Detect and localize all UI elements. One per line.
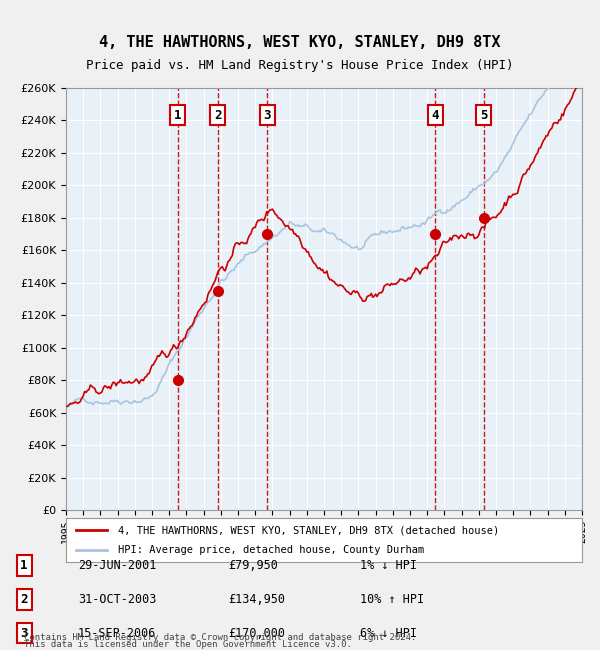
Text: 4, THE HAWTHORNS, WEST KYO, STANLEY, DH9 8TX (detached house): 4, THE HAWTHORNS, WEST KYO, STANLEY, DH9… (118, 525, 499, 536)
Text: 4, THE HAWTHORNS, WEST KYO, STANLEY, DH9 8TX: 4, THE HAWTHORNS, WEST KYO, STANLEY, DH9… (99, 34, 501, 50)
Text: £79,950: £79,950 (228, 559, 278, 572)
Text: Price paid vs. HM Land Registry's House Price Index (HPI): Price paid vs. HM Land Registry's House … (86, 58, 514, 72)
Text: 4: 4 (432, 109, 439, 122)
Text: 5: 5 (480, 109, 487, 122)
Text: 3: 3 (20, 627, 28, 640)
Text: £134,950: £134,950 (228, 593, 285, 606)
Text: Contains HM Land Registry data © Crown copyright and database right 2024.: Contains HM Land Registry data © Crown c… (24, 633, 416, 642)
Text: 3: 3 (263, 109, 271, 122)
Text: 6% ↓ HPI: 6% ↓ HPI (360, 627, 417, 640)
Text: £170,000: £170,000 (228, 627, 285, 640)
Text: 1: 1 (20, 559, 28, 572)
Text: 1% ↓ HPI: 1% ↓ HPI (360, 559, 417, 572)
Text: 2: 2 (214, 109, 221, 122)
Text: 2: 2 (20, 593, 28, 606)
Text: This data is licensed under the Open Government Licence v3.0.: This data is licensed under the Open Gov… (24, 640, 352, 649)
Text: 15-SEP-2006: 15-SEP-2006 (78, 627, 157, 640)
Text: 29-JUN-2001: 29-JUN-2001 (78, 559, 157, 572)
Text: 31-OCT-2003: 31-OCT-2003 (78, 593, 157, 606)
Text: 10% ↑ HPI: 10% ↑ HPI (360, 593, 424, 606)
Text: HPI: Average price, detached house, County Durham: HPI: Average price, detached house, Coun… (118, 545, 424, 555)
Text: 1: 1 (174, 109, 181, 122)
